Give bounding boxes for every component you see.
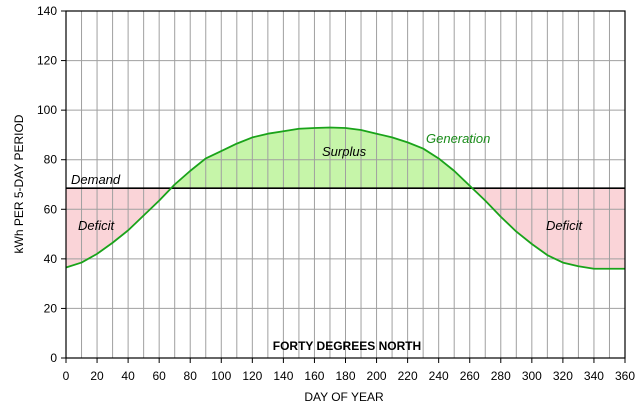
gridlines bbox=[65, 10, 626, 359]
x-tick-label: 60 bbox=[152, 369, 166, 383]
x-tick-label: 240 bbox=[429, 369, 449, 383]
generation-line bbox=[65, 126, 625, 270]
x-tick-label: 140 bbox=[273, 369, 293, 383]
x-tick-label: 120 bbox=[242, 369, 262, 383]
x-axis-title: DAY OF YEAR bbox=[304, 390, 384, 404]
generation-label: Generation bbox=[426, 131, 490, 146]
series-lines bbox=[65, 126, 625, 270]
x-tick-label: 220 bbox=[398, 369, 418, 383]
y-tick-label: 120 bbox=[37, 54, 57, 68]
surplus-area-1 bbox=[171, 127, 473, 189]
deficit-label-left: Deficit bbox=[78, 218, 116, 233]
x-tick-label: 0 bbox=[63, 369, 70, 383]
fill-areas bbox=[66, 127, 625, 269]
x-tick-label: 280 bbox=[491, 369, 511, 383]
x-tick-label: 360 bbox=[615, 369, 635, 383]
y-tick-label: 80 bbox=[44, 153, 58, 167]
x-tick-label: 180 bbox=[335, 369, 355, 383]
deficit-area-0 bbox=[66, 188, 172, 268]
deficit-area-2 bbox=[472, 188, 625, 269]
surplus-label: Surplus bbox=[322, 144, 367, 159]
x-tick-label: 80 bbox=[184, 369, 198, 383]
deficit-label-right: Deficit bbox=[546, 218, 584, 233]
x-tick-label: 20 bbox=[90, 369, 104, 383]
y-tick-label: 100 bbox=[37, 103, 57, 117]
x-tick-label: 340 bbox=[584, 369, 604, 383]
y-tick-label: 40 bbox=[44, 252, 58, 266]
y-tick-label: 60 bbox=[44, 202, 58, 216]
y-tick-label: 0 bbox=[50, 351, 57, 365]
y-tick-label: 140 bbox=[37, 4, 57, 18]
x-tick-label: 40 bbox=[121, 369, 135, 383]
demand-label: Demand bbox=[71, 172, 121, 187]
x-tick-label: 320 bbox=[553, 369, 573, 383]
x-tick-label: 160 bbox=[304, 369, 324, 383]
y-axis-title: kWh PER 5-DAY PERIOD bbox=[12, 114, 26, 253]
tick-labels: 0 20 40 60 80 100 120 140 160 180 200 220 240 260 280 3… bbox=[37, 4, 635, 383]
chart-title: FORTY DEGREES NORTH bbox=[273, 339, 421, 353]
x-tick-label: 300 bbox=[522, 369, 542, 383]
x-tick-label: 100 bbox=[211, 369, 231, 383]
y-tick-label: 20 bbox=[44, 301, 58, 315]
x-tick-label: 260 bbox=[460, 369, 480, 383]
x-tick-label: 200 bbox=[367, 369, 387, 383]
